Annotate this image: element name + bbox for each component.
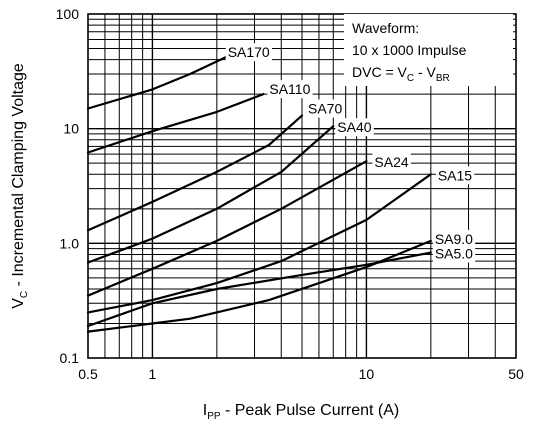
x-axis-title-rest: - Peak Pulse Current (A) bbox=[221, 402, 400, 419]
curve-label-background bbox=[225, 43, 272, 62]
curve-label: SA170 bbox=[225, 43, 272, 62]
curve-label-background bbox=[267, 80, 313, 99]
y-tick-label: 10 bbox=[63, 121, 79, 137]
waveform-annotation: Waveform: 10 x 1000 Impulse DVC = VC - V… bbox=[344, 14, 513, 86]
annotation-line-3-b: - V bbox=[414, 64, 436, 80]
curve-label: SA110 bbox=[267, 80, 313, 99]
y-axis-title-main: V bbox=[10, 298, 27, 309]
y-axis-title-rest: - Incremental Clamping Voltage bbox=[10, 63, 27, 291]
curve-label: SA5.0 bbox=[432, 244, 476, 263]
y-axis-title-sub: C bbox=[19, 291, 30, 298]
annotation-line-1: Waveform: bbox=[352, 20, 419, 36]
x-tick-label: 1 bbox=[149, 366, 157, 382]
annotation-line-2: 10 x 1000 Impulse bbox=[352, 42, 467, 58]
x-tick-label: 50 bbox=[508, 366, 524, 382]
curve-label-text: SA110 bbox=[269, 81, 310, 97]
annotation-line-3-sub2: BR bbox=[436, 73, 450, 84]
curve-label: SA70 bbox=[306, 99, 345, 118]
curve-label-text: SA9.0 bbox=[435, 231, 473, 247]
curve-label-text: SA15 bbox=[438, 167, 472, 183]
curve-label: SA9.0 bbox=[432, 229, 476, 248]
x-tick-label: 0.5 bbox=[78, 366, 98, 382]
curve-sa110 bbox=[86, 93, 265, 154]
curve-sa40 bbox=[86, 125, 335, 264]
curve-label-text: SA24 bbox=[374, 154, 408, 170]
curve-sa70 bbox=[86, 114, 304, 232]
curves-group bbox=[86, 56, 432, 333]
tick-labels-group: 0.5 1 10 50 0.1 1.0 10 100 bbox=[56, 6, 524, 382]
curve-label-text: SA40 bbox=[337, 119, 371, 135]
x-axis-title-sub: PP bbox=[207, 411, 221, 422]
x-axis-title-main: I bbox=[203, 402, 207, 419]
curve-sa15 bbox=[86, 173, 432, 314]
curve-label: SA15 bbox=[435, 166, 475, 185]
curve-label: SA40 bbox=[335, 118, 374, 137]
curve-label-background bbox=[372, 153, 411, 172]
curve-label-background bbox=[435, 166, 475, 185]
y-tick-label: 100 bbox=[56, 6, 80, 22]
x-tick-label: 10 bbox=[359, 366, 375, 382]
curve-label-text: SA70 bbox=[308, 101, 342, 117]
y-tick-label: 0.1 bbox=[60, 350, 80, 366]
y-axis-title: VC - Incremental Clamping Voltage bbox=[10, 63, 30, 309]
curve-label: SA24 bbox=[372, 153, 411, 172]
curve-sa5-0 bbox=[86, 251, 432, 328]
curve-label-background bbox=[335, 118, 374, 137]
curve-label-text: SA170 bbox=[228, 44, 270, 60]
curve-sa24 bbox=[86, 160, 368, 297]
curve-label-background bbox=[432, 229, 476, 248]
annotation-line-3-sub1: C bbox=[407, 73, 414, 84]
annotation-line-3: DVC = VC - VBR bbox=[352, 64, 450, 84]
curve-label-background bbox=[432, 244, 476, 263]
x-axis-title: IPP - Peak Pulse Current (A) bbox=[203, 402, 400, 422]
annotation-line-3-a: DVC = V bbox=[352, 64, 408, 80]
plot-frame bbox=[87, 13, 517, 359]
curve-sa170 bbox=[86, 56, 227, 110]
curve-label-text: SA5.0 bbox=[435, 246, 473, 262]
curve-label-background bbox=[306, 99, 345, 118]
y-tick-label: 1.0 bbox=[60, 235, 80, 251]
